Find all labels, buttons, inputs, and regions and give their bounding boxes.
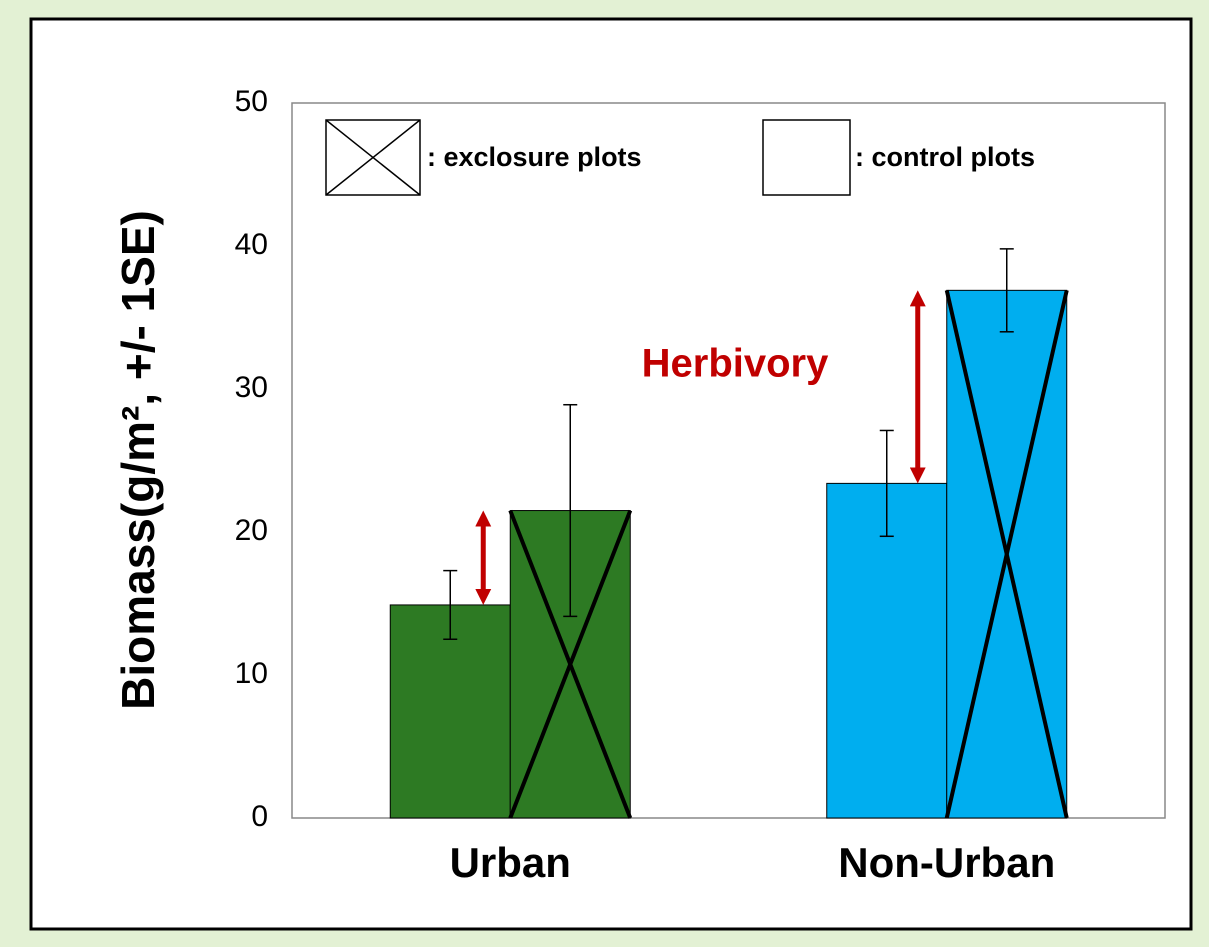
plot-frame — [291, 102, 1166, 819]
bar — [389, 604, 511, 819]
legend-swatch — [762, 119, 851, 196]
y-axis-label: Biomass(g/m², +/- 1SE) — [112, 210, 164, 710]
y-tick-label: 40 — [235, 228, 268, 261]
x-tick-label: Urban — [450, 839, 571, 886]
legend-cross — [325, 119, 421, 196]
y-tick-label: 20 — [235, 514, 268, 547]
bar-cross — [508, 509, 633, 819]
y-tick-label: 50 — [235, 85, 268, 118]
legend-label: : exclosure plots — [427, 142, 642, 172]
y-tick-label: 30 — [235, 371, 268, 404]
bar-cross — [944, 289, 1069, 819]
bar — [826, 482, 948, 819]
y-tick-label: 0 — [251, 800, 268, 833]
x-tick-label: Non-Urban — [838, 839, 1055, 886]
annotation: Herbivory — [642, 342, 829, 386]
y-tick-label: 10 — [235, 657, 268, 690]
legend-label: : control plots — [855, 142, 1035, 172]
